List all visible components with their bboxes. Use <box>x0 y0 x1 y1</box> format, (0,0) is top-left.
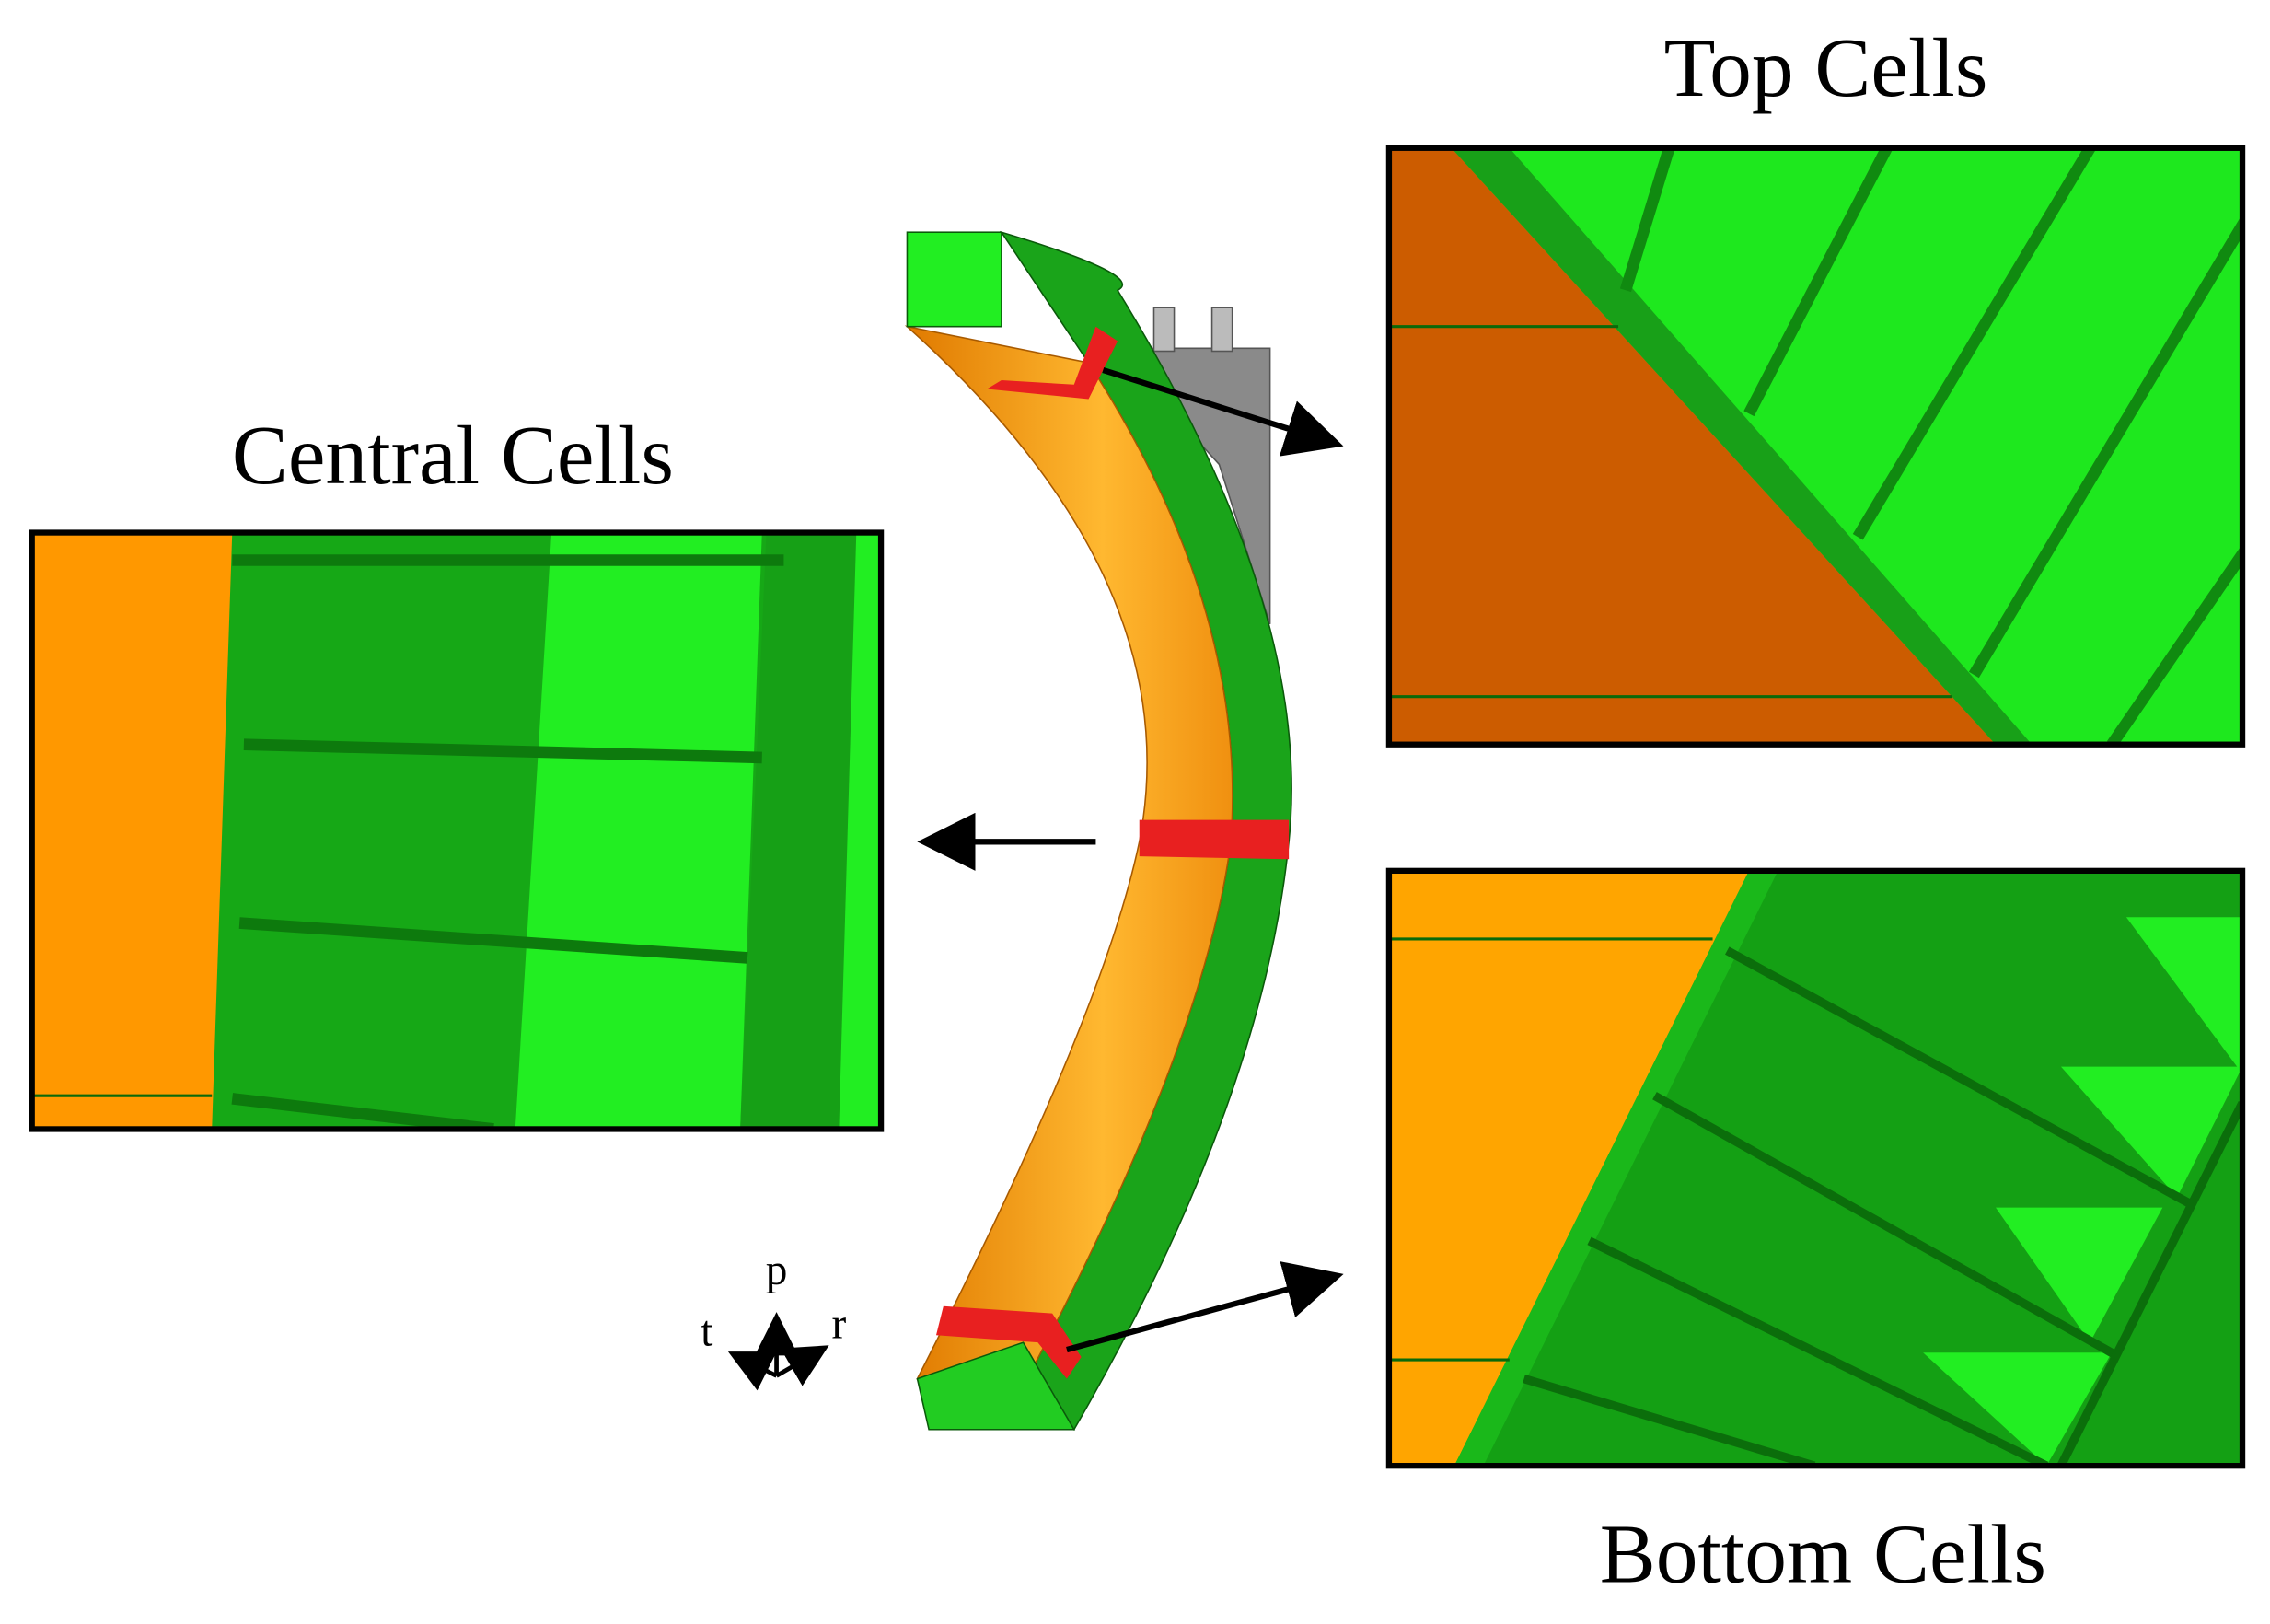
arrows <box>917 366 1344 1353</box>
axis-t: t <box>701 1307 712 1355</box>
central-frame <box>29 529 885 1132</box>
blanket <box>904 230 1292 1431</box>
top-frame <box>1385 145 2246 748</box>
bottom-frame <box>1385 867 2246 1469</box>
top-title: Top Cells <box>1664 21 1988 114</box>
bottom-panel <box>1388 870 2243 1467</box>
axis-triad <box>727 1312 829 1391</box>
axis-r: r <box>831 1300 846 1348</box>
top-panel <box>1388 147 2243 745</box>
central-panel <box>31 532 882 1130</box>
central-title: Central Cells <box>232 409 674 502</box>
bottom-title: Bottom Cells <box>1600 1507 2046 1600</box>
axis-p: p <box>766 1247 788 1294</box>
